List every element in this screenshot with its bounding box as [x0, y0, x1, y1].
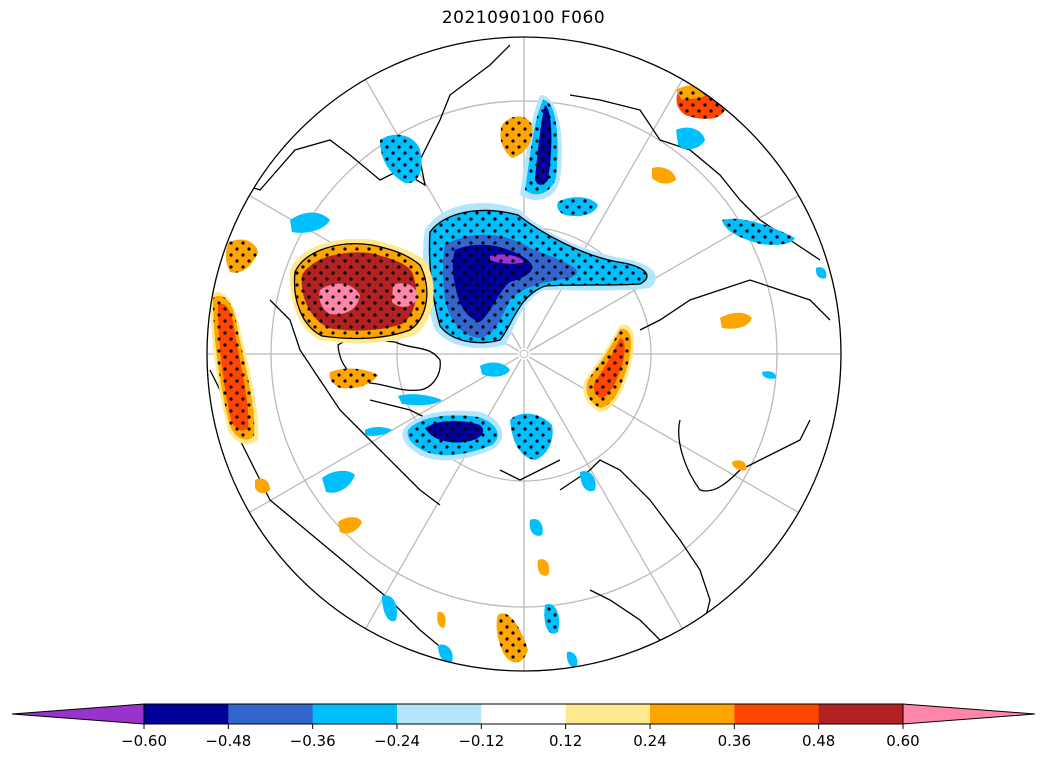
colorbar-tick-label: 0.60: [886, 732, 919, 750]
colorbar-bin: [144, 704, 229, 724]
colorbar: −0.60 −0.48 −0.36 −0.24 −0.12 0.12 0.24 0.36 0.4…: [11, 703, 1036, 750]
colorbar-ticks: −0.60 −0.48 −0.36 −0.24 −0.12 0.12 0.24 0.36 0.4…: [121, 724, 920, 750]
colorbar-extend-min: [11, 703, 145, 725]
colorbar-tick-label: 0.36: [718, 732, 751, 750]
colorbar-tick-label: −0.24: [374, 732, 420, 750]
meridian-line: [528, 194, 799, 352]
meridian-line: [528, 356, 799, 514]
colorbar-bin: [734, 704, 820, 724]
colorbar-frame: [143, 703, 904, 725]
colorbar-tick-label: 0.24: [633, 732, 666, 750]
map-title: 2021090100 F060: [441, 8, 606, 28]
meridian-line: [364, 358, 522, 629]
meridian-line: [526, 79, 684, 350]
colorbar-tick-label: −0.60: [121, 732, 167, 750]
colorbar-bin: [818, 704, 904, 724]
colorbar-tick-label: −0.12: [458, 732, 504, 750]
colorbar-bin: [312, 704, 398, 724]
polar-map: [206, 36, 842, 672]
colorbar-bin: [650, 704, 735, 724]
colorbar-bin: [228, 704, 314, 724]
map-boundary: [206, 36, 842, 672]
colorbar-bin: [397, 704, 482, 724]
colorbar-bin: [565, 704, 651, 724]
colorbar-extend-max: [902, 703, 1036, 725]
colorbar-tick-label: −0.36: [290, 732, 336, 750]
colorbar-tick-label: 0.48: [802, 732, 835, 750]
colorbar-tick-label: 0.12: [549, 732, 582, 750]
meridian-line: [249, 356, 520, 514]
anomaly-regions: [210, 85, 827, 668]
colorbar-bins: [11, 703, 1036, 725]
colorbar-bin: [481, 704, 567, 724]
colorbar-tick-label: −0.48: [205, 732, 251, 750]
meridian-line: [526, 358, 684, 629]
